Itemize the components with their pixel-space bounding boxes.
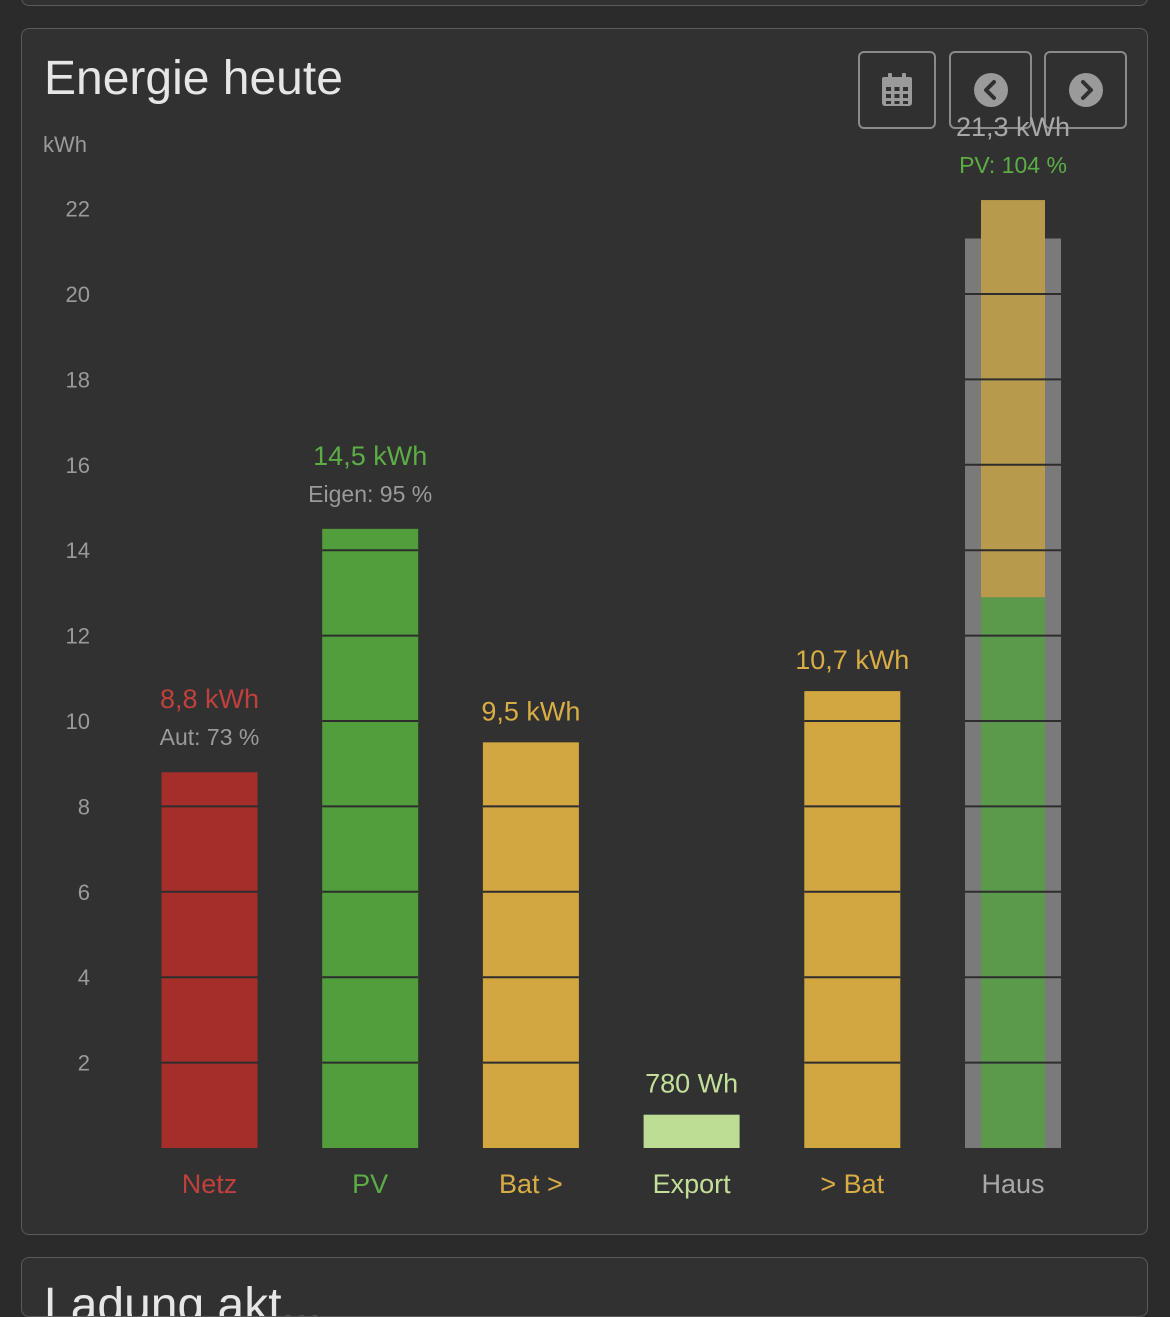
bar-bat [804,691,901,1148]
y-tick-label: 18 [66,367,90,392]
y-tick-label: 8 [78,794,90,819]
bar-value-label: 10,7 kWh [795,645,909,675]
x-category-label: Bat > [499,1169,563,1199]
x-category-label: > Bat [820,1169,884,1199]
next-card-title: Ladung akt... [44,1279,322,1317]
bar-sub-label: Eigen: 95 % [308,481,432,507]
bar-value-label: 780 Wh [645,1069,738,1099]
x-category-label: Export [653,1169,732,1199]
card-title: Energie heute [44,52,343,105]
bar-value-label: 9,5 kWh [481,696,580,726]
y-tick-label: 10 [66,709,90,734]
chevron-left-icon [973,73,1008,107]
x-category-label: PV [352,1169,388,1199]
y-tick-label: 22 [66,197,90,222]
bar-segment-pv-share [981,597,1045,1148]
bar-segment-battery-share [981,200,1045,598]
energy-bar-chart: kWh 2 4 6 8 10 12 14 16 18 20 22 8,8 kWh Aut: 73 % Net… [43,112,1070,1199]
y-tick-label: 20 [66,282,90,307]
bar-sub-label: Aut: 73 % [160,724,260,750]
y-tick-label: 14 [66,538,90,563]
y-axis-unit-label: kWh [43,132,87,157]
bar-export [643,1114,740,1148]
bar-sub-label: PV: 104 % [959,152,1067,178]
y-tick-label: 12 [66,624,90,649]
x-category-label: Haus [981,1169,1044,1199]
bar-value-label: 14,5 kWh [313,441,427,471]
x-category-label: Netz [182,1169,238,1199]
previous-card [21,0,1148,6]
bar-netz [161,772,258,1148]
energy-today-card: Energie heute kWh 2 4 6 8 10 12 14 16 18 20 22 8,8 k… [21,28,1148,1235]
next-card: Ladung akt... [21,1257,1148,1317]
y-tick-label: 4 [78,965,90,990]
next-day-button[interactable] [1044,51,1127,129]
bar-bat [482,742,579,1148]
bar-value-label: 21,3 kWh [956,112,1070,142]
previous-day-button[interactable] [949,51,1032,129]
chevron-right-icon [1068,73,1103,107]
bar-value-label: 8,8 kWh [160,684,259,714]
calendar-icon [882,73,912,106]
bar-pv [322,528,419,1148]
y-tick-label: 6 [78,880,90,905]
calendar-button[interactable] [858,51,936,129]
y-tick-label: 16 [66,453,90,478]
y-tick-label: 2 [78,1051,90,1076]
